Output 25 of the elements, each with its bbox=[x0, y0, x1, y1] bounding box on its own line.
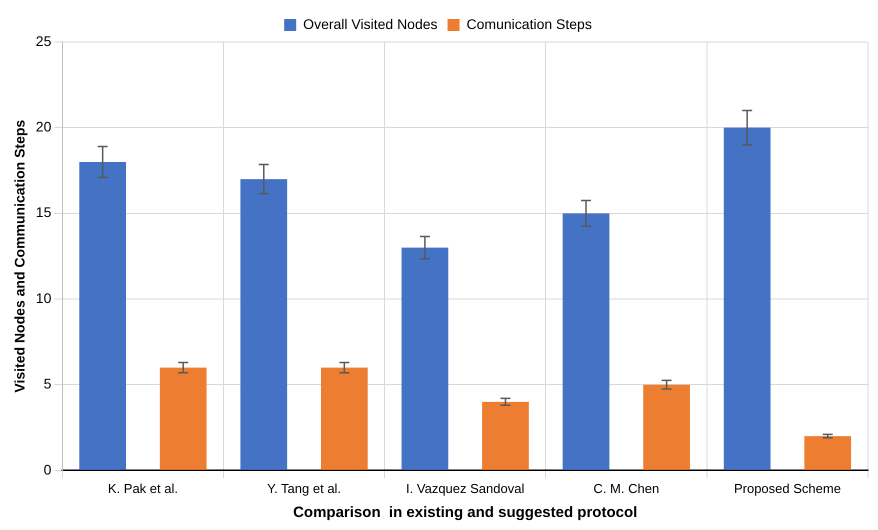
y-tick-label: 25 bbox=[36, 32, 52, 49]
bar bbox=[79, 162, 126, 470]
bar bbox=[160, 368, 207, 470]
y-axis-title: Visited Nodes and Communication Steps bbox=[11, 120, 28, 393]
x-tick-label: Y. Tang et al. bbox=[267, 480, 342, 496]
x-tick-label: K. Pak et al. bbox=[108, 480, 178, 496]
bar bbox=[320, 368, 368, 470]
x-tick-label: I. Vazquez Sandoval bbox=[406, 480, 524, 496]
legend-label: Comunication Steps bbox=[466, 16, 592, 32]
bar bbox=[724, 128, 771, 470]
y-tick-label: 0 bbox=[44, 461, 52, 478]
x-tick-label: Proposed Scheme bbox=[734, 480, 841, 496]
bar bbox=[402, 248, 448, 470]
bar bbox=[804, 436, 852, 470]
bar bbox=[240, 179, 288, 470]
bar bbox=[482, 402, 529, 470]
y-tick-label: 15 bbox=[36, 204, 52, 220]
y-tick-label: 5 bbox=[44, 376, 52, 392]
bar bbox=[643, 384, 690, 470]
y-tick-label: 20 bbox=[36, 118, 52, 135]
x-axis-title: Comparison in existing and suggested protocol bbox=[293, 504, 638, 522]
y-tick-label: 10 bbox=[36, 290, 52, 306]
bar bbox=[562, 213, 610, 470]
x-tick-label: C. M. Chen bbox=[593, 480, 660, 496]
legend-label: Overall Visited Nodes bbox=[303, 16, 438, 32]
